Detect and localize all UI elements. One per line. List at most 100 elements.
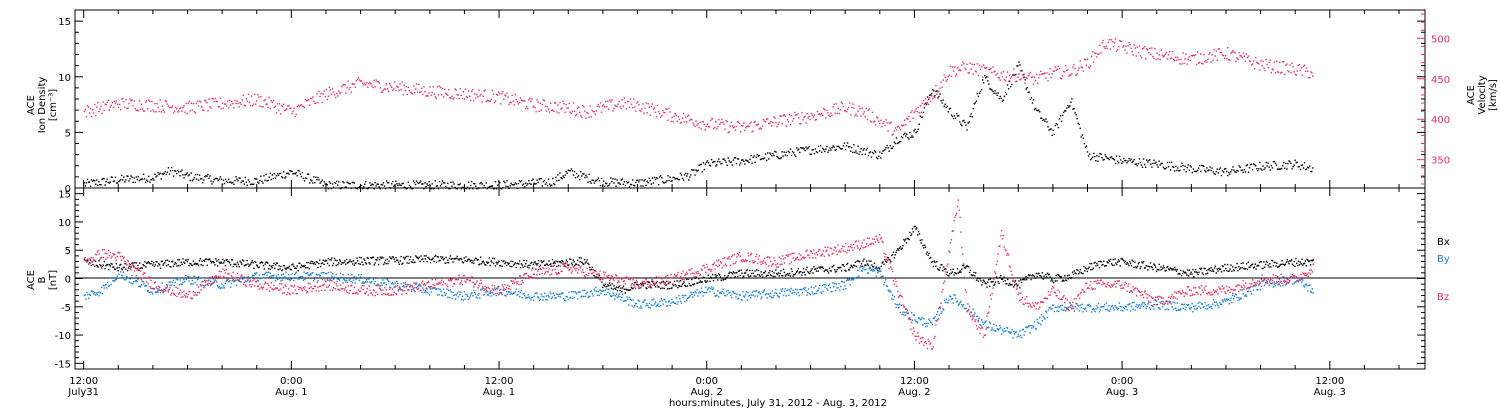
data-point bbox=[874, 151, 877, 153]
data-point bbox=[941, 264, 943, 266]
data-point bbox=[1033, 108, 1036, 111]
data-point bbox=[753, 121, 755, 124]
data-point bbox=[805, 122, 807, 124]
data-point bbox=[563, 263, 565, 265]
data-point bbox=[129, 278, 131, 280]
data-point bbox=[477, 187, 479, 190]
data-point bbox=[619, 106, 621, 108]
data-point bbox=[918, 233, 921, 235]
data-point bbox=[849, 102, 851, 104]
data-point bbox=[256, 279, 259, 282]
data-point bbox=[109, 277, 112, 279]
data-point bbox=[394, 282, 396, 284]
data-point bbox=[159, 267, 162, 269]
data-point bbox=[325, 272, 328, 275]
data-point bbox=[1221, 265, 1224, 267]
data-point bbox=[1002, 280, 1005, 283]
data-point bbox=[469, 260, 472, 262]
data-point bbox=[730, 276, 732, 279]
data-point bbox=[811, 149, 814, 151]
data-point bbox=[741, 299, 743, 301]
data-point bbox=[367, 188, 369, 190]
data-point bbox=[1164, 270, 1166, 272]
data-point bbox=[1285, 261, 1288, 263]
data-point bbox=[1104, 265, 1107, 267]
data-point bbox=[516, 101, 519, 103]
data-point bbox=[1154, 264, 1156, 266]
data-point bbox=[1261, 169, 1263, 171]
data-point bbox=[1063, 71, 1066, 73]
data-point bbox=[409, 256, 412, 258]
data-point bbox=[1132, 260, 1134, 263]
data-point bbox=[638, 104, 640, 106]
data-point bbox=[135, 262, 137, 264]
data-point bbox=[959, 270, 961, 272]
data-point bbox=[1189, 273, 1192, 275]
data-point bbox=[1035, 73, 1038, 76]
data-point bbox=[409, 186, 412, 188]
data-point bbox=[244, 264, 247, 266]
data-point bbox=[1263, 168, 1265, 171]
data-point bbox=[896, 142, 899, 145]
data-point bbox=[679, 172, 682, 175]
data-point bbox=[1079, 127, 1081, 130]
data-point bbox=[158, 264, 161, 266]
data-point bbox=[267, 271, 270, 273]
data-point bbox=[510, 102, 512, 104]
data-point bbox=[1246, 268, 1249, 271]
data-point bbox=[968, 72, 970, 74]
data-point bbox=[1056, 123, 1059, 126]
data-point bbox=[912, 231, 915, 233]
data-point bbox=[127, 107, 129, 109]
data-point bbox=[173, 263, 176, 265]
data-point bbox=[277, 174, 280, 176]
data-point bbox=[833, 103, 835, 105]
data-point bbox=[500, 103, 502, 105]
data-point bbox=[430, 259, 433, 261]
data-point bbox=[563, 298, 565, 300]
data-point bbox=[350, 260, 352, 263]
data-point bbox=[293, 107, 295, 109]
data-point bbox=[1013, 286, 1015, 288]
data-point bbox=[605, 293, 607, 295]
data-point bbox=[910, 234, 912, 237]
data-point bbox=[141, 267, 144, 269]
data-point bbox=[640, 185, 642, 187]
data-point bbox=[615, 105, 617, 108]
data-point bbox=[248, 264, 251, 266]
data-point bbox=[279, 276, 281, 279]
data-point bbox=[408, 89, 411, 92]
data-point bbox=[940, 81, 942, 83]
data-point bbox=[637, 179, 639, 181]
data-point bbox=[811, 114, 814, 116]
data-point bbox=[123, 101, 125, 103]
data-point bbox=[260, 277, 262, 280]
data-point bbox=[1170, 57, 1173, 59]
data-point bbox=[752, 130, 754, 132]
data-point bbox=[515, 183, 518, 185]
data-point bbox=[871, 264, 873, 266]
data-point bbox=[1039, 111, 1041, 113]
data-point bbox=[1056, 68, 1059, 70]
data-point bbox=[191, 279, 194, 282]
data-point bbox=[856, 276, 858, 278]
data-point bbox=[747, 291, 749, 294]
data-point bbox=[286, 172, 288, 175]
data-point bbox=[879, 122, 881, 125]
data-point bbox=[1202, 273, 1204, 276]
data-point bbox=[167, 289, 169, 291]
data-point bbox=[857, 110, 859, 112]
data-point bbox=[626, 289, 628, 291]
data-point bbox=[139, 267, 142, 269]
data-point bbox=[783, 290, 786, 293]
data-point bbox=[1123, 45, 1125, 47]
data-point bbox=[827, 151, 829, 154]
data-point bbox=[832, 265, 834, 268]
data-point bbox=[290, 268, 292, 271]
data-point bbox=[177, 279, 179, 281]
data-point bbox=[822, 267, 825, 270]
data-point bbox=[178, 284, 181, 286]
data-point bbox=[389, 286, 391, 288]
data-point bbox=[826, 287, 828, 290]
data-point bbox=[293, 267, 296, 270]
